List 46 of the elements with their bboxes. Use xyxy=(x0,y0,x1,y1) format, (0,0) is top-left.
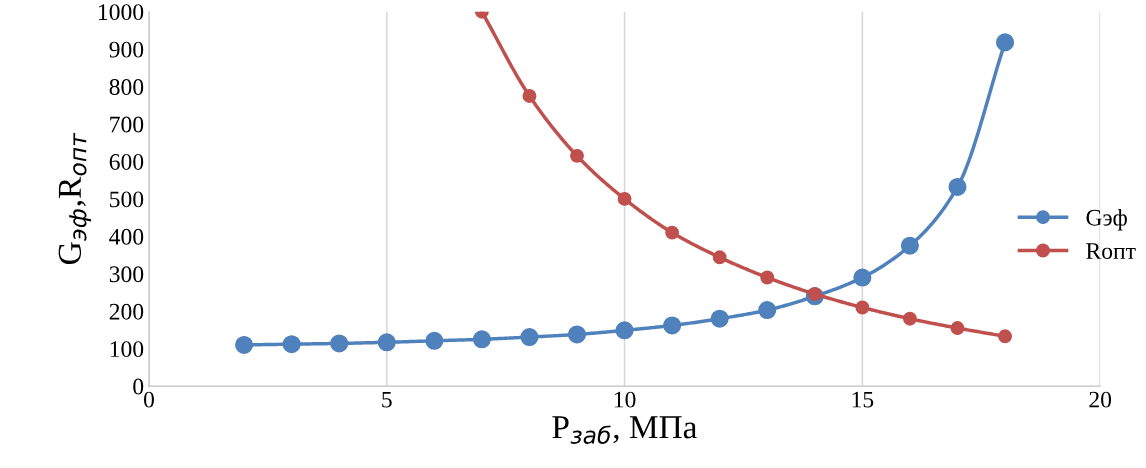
x-tick-label: 20 xyxy=(1089,391,1112,408)
y-tick-label: 900 xyxy=(109,41,144,58)
x-tick-label: 10 xyxy=(614,391,636,408)
point xyxy=(330,334,349,353)
legend-label: Gэф xyxy=(1086,209,1127,231)
point xyxy=(712,250,727,265)
y-tick-label: 0 xyxy=(133,378,144,395)
point xyxy=(998,329,1012,344)
y-tick-label: 300 xyxy=(109,266,144,283)
point xyxy=(758,301,777,320)
point xyxy=(235,335,254,354)
y-axis-title: G$_{эф}$,R$_{опт}$ xyxy=(58,132,92,265)
point xyxy=(950,321,965,336)
point xyxy=(807,287,822,301)
point xyxy=(665,225,680,240)
point xyxy=(615,321,634,340)
point xyxy=(663,316,682,335)
point xyxy=(855,300,870,315)
point xyxy=(567,325,587,344)
point xyxy=(570,148,584,163)
y-tick-label: 200 xyxy=(109,303,144,320)
point xyxy=(710,309,729,328)
point xyxy=(902,311,917,326)
point xyxy=(472,330,491,349)
point xyxy=(853,268,872,287)
y-tick-label: 400 xyxy=(109,228,144,245)
legend-label: Rопт xyxy=(1086,243,1136,259)
y-tick-label: 600 xyxy=(109,153,144,170)
y-tick-label: 500 xyxy=(110,191,144,208)
y-tick-label: 1000 xyxy=(98,4,144,21)
point xyxy=(760,270,775,285)
x-tick-label: 15 xyxy=(852,391,874,408)
point xyxy=(282,335,301,354)
point xyxy=(425,331,444,350)
point xyxy=(377,333,396,352)
point xyxy=(522,88,537,103)
point xyxy=(948,177,967,196)
y-tick-label: 800 xyxy=(109,79,144,95)
point xyxy=(996,33,1015,52)
x-axis-title: P$_{заб}$, МПа xyxy=(552,416,697,444)
point xyxy=(617,191,632,206)
point xyxy=(520,328,539,347)
y-tick-label: 100 xyxy=(110,341,144,358)
y-tick-label: 700 xyxy=(110,116,144,133)
point xyxy=(900,236,919,255)
x-tick-label: 5 xyxy=(382,391,392,408)
